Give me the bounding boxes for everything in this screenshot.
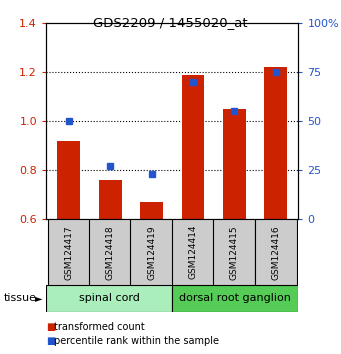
- Bar: [99, 180, 121, 219]
- Bar: [223, 109, 246, 219]
- Bar: [131, 219, 173, 285]
- Text: GSM124414: GSM124414: [188, 225, 197, 279]
- Bar: [57, 141, 80, 219]
- Bar: [172, 285, 298, 312]
- Text: transformed count: transformed count: [54, 322, 145, 332]
- Text: ►: ►: [35, 293, 43, 303]
- Text: percentile rank within the sample: percentile rank within the sample: [54, 336, 219, 346]
- Text: ■: ■: [46, 322, 55, 332]
- Text: GDS2209 / 1455020_at: GDS2209 / 1455020_at: [93, 16, 248, 29]
- Text: GSM124416: GSM124416: [271, 225, 280, 280]
- Bar: [172, 219, 214, 285]
- Bar: [46, 285, 172, 312]
- Text: spinal cord: spinal cord: [79, 293, 139, 303]
- Bar: [213, 219, 255, 285]
- Bar: [140, 202, 163, 219]
- Text: tissue: tissue: [3, 293, 36, 303]
- Text: dorsal root ganglion: dorsal root ganglion: [179, 293, 291, 303]
- Text: GSM124418: GSM124418: [106, 225, 115, 280]
- Bar: [255, 219, 297, 285]
- Bar: [264, 67, 287, 219]
- Bar: [89, 219, 131, 285]
- Bar: [181, 75, 204, 219]
- Bar: [48, 219, 90, 285]
- Text: ■: ■: [46, 336, 55, 346]
- Text: GSM124419: GSM124419: [147, 225, 156, 280]
- Text: GSM124417: GSM124417: [64, 225, 73, 280]
- Text: GSM124415: GSM124415: [230, 225, 239, 280]
